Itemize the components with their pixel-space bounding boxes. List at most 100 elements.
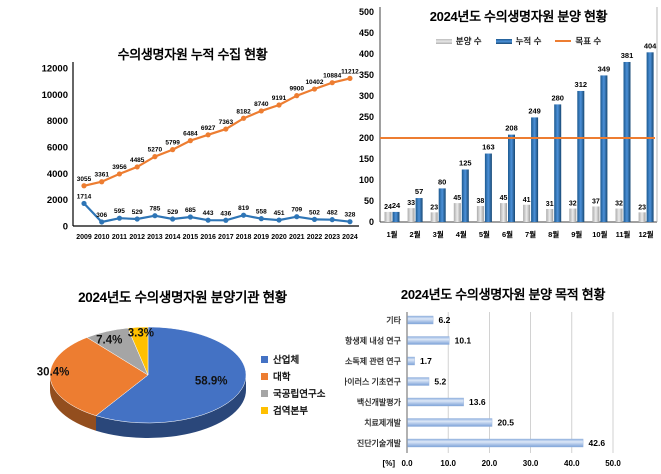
svg-text:10.0: 10.0 xyxy=(440,459,456,468)
svg-text:529: 529 xyxy=(132,209,143,216)
svg-text:2023: 2023 xyxy=(324,234,340,241)
svg-text:6000: 6000 xyxy=(47,143,68,154)
svg-text:3956: 3956 xyxy=(112,164,127,171)
svg-text:2010: 2010 xyxy=(94,234,110,241)
svg-text:4000: 4000 xyxy=(47,169,68,180)
svg-text:23: 23 xyxy=(430,204,438,211)
svg-text:2017: 2017 xyxy=(218,234,234,241)
svg-text:20.5: 20.5 xyxy=(497,418,514,428)
svg-text:항생제 내성 연구: 항생제 내성 연구 xyxy=(345,336,402,346)
svg-text:8740: 8740 xyxy=(254,101,269,108)
svg-text:709: 709 xyxy=(291,207,302,214)
svg-text:11212: 11212 xyxy=(341,68,359,75)
panel-institution-share: 2024년도 수의생명자원 분양기관 현황 58.9% 30.4% 7.4% 3.3%… xyxy=(20,278,345,472)
svg-text:3.3%: 3.3% xyxy=(128,327,154,339)
svg-text:2015: 2015 xyxy=(183,234,199,241)
svg-text:2013: 2013 xyxy=(147,234,163,241)
orange-line-swatch-icon xyxy=(555,40,572,42)
legend-label-quarantine-hq: 검역본부 xyxy=(273,406,308,417)
svg-text:40.0: 40.0 xyxy=(564,459,580,468)
legend-item-bunyang: 분양 수 xyxy=(435,35,482,47)
svg-text:1월: 1월 xyxy=(386,229,397,239)
svg-text:7363: 7363 xyxy=(219,119,234,126)
svg-text:0: 0 xyxy=(369,217,374,227)
purpose-share-bar-chart: 0.0 10.0 20.0 30.0 40.0 50.0 [%] 기타 6.2 항생제 내성 연구… xyxy=(345,312,621,468)
svg-text:100: 100 xyxy=(359,175,374,185)
svg-text:30.0: 30.0 xyxy=(523,459,539,468)
svg-text:7.4%: 7.4% xyxy=(96,335,122,347)
svg-text:500: 500 xyxy=(359,7,374,17)
panel-distribution-monthly: 2024년도 수의생명자원 분양 현황 분양 수 누적 수 목표 수 0 50 10… xyxy=(356,0,661,248)
svg-text:5월: 5월 xyxy=(479,229,490,239)
svg-text:2000: 2000 xyxy=(47,195,68,206)
svg-text:6월: 6월 xyxy=(502,229,513,239)
svg-text:502: 502 xyxy=(309,209,320,216)
svg-text:2019: 2019 xyxy=(254,234,270,241)
legend-item-nujeok: 누적 수 xyxy=(495,35,542,47)
legend-label-national-institute: 국공립연구소 xyxy=(273,389,326,400)
orange-square-icon xyxy=(261,372,268,380)
svg-text:2022: 2022 xyxy=(307,234,323,241)
svg-text:9191: 9191 xyxy=(272,95,287,102)
svg-text:백신개발평가: 백신개발평가 xyxy=(357,397,402,407)
svg-text:10월: 10월 xyxy=(592,229,607,239)
svg-text:2월: 2월 xyxy=(410,229,421,239)
svg-text:125: 125 xyxy=(459,159,472,168)
svg-text:42.6: 42.6 xyxy=(589,438,606,448)
svg-text:소독제 관련 연구: 소독제 관련 연구 xyxy=(345,356,402,366)
svg-text:4월: 4월 xyxy=(456,229,467,239)
svg-text:9900: 9900 xyxy=(290,86,305,93)
svg-text:5.2: 5.2 xyxy=(434,377,446,387)
institution-share-pie-chart: 58.9% 30.4% 7.4% 3.3% xyxy=(37,326,247,438)
svg-text:38: 38 xyxy=(477,198,485,205)
svg-text:451: 451 xyxy=(274,210,285,217)
legend-item-national-institute: 국공립연구소 xyxy=(261,386,325,400)
svg-text:32: 32 xyxy=(615,201,623,208)
chart-title-institution-share: 2024년도 수의생명자원 분양기관 현황 xyxy=(78,290,287,305)
svg-text:진단기술개발: 진단기술개발 xyxy=(357,438,402,448)
svg-text:23: 23 xyxy=(638,204,646,211)
legend-item-mokpyo: 목표 수 xyxy=(555,35,601,47)
svg-text:2016: 2016 xyxy=(200,234,216,241)
svg-text:45: 45 xyxy=(453,195,461,202)
legend-label-mokpyo: 목표 수 xyxy=(575,36,602,46)
svg-text:250: 250 xyxy=(359,112,374,122)
panel-cumulative-collection: 수의생명자원 누적 수집 현황 0 2000 4000 6000 8000 10000 12… xyxy=(20,42,365,248)
legend-label-industry: 산업체 xyxy=(273,355,300,366)
svg-text:13.6: 13.6 xyxy=(469,397,486,407)
svg-text:41: 41 xyxy=(523,197,531,204)
svg-text:404: 404 xyxy=(644,41,657,50)
gray-square-icon xyxy=(261,389,268,397)
svg-text:24: 24 xyxy=(392,201,401,210)
svg-text:12000: 12000 xyxy=(42,64,68,75)
svg-text:바이러스 기초연구: 바이러스 기초연구 xyxy=(345,377,402,387)
svg-text:50: 50 xyxy=(364,196,374,206)
distribution-monthly-bar-chart: 0 50 100 150 200 250 300 350 400 450 500 24 24 1월 3357… xyxy=(359,7,658,239)
svg-text:200: 200 xyxy=(359,133,374,143)
svg-text:819: 819 xyxy=(238,205,249,212)
legend-item-university: 대학 xyxy=(261,369,325,383)
svg-text:50.0: 50.0 xyxy=(605,459,621,468)
blue-square-icon xyxy=(261,355,268,363)
svg-text:57: 57 xyxy=(415,187,423,196)
svg-text:9월: 9월 xyxy=(571,229,582,239)
svg-text:8월: 8월 xyxy=(548,229,559,239)
svg-text:[%]: [%] xyxy=(383,459,396,468)
legend-label-nujeok: 누적 수 xyxy=(515,36,542,46)
svg-text:2021: 2021 xyxy=(289,234,305,241)
svg-text:5799: 5799 xyxy=(165,140,180,147)
svg-text:1.7: 1.7 xyxy=(420,356,432,366)
chart-title-purpose-share: 2024년도 수의생명자원 분양 목적 현황 xyxy=(400,287,606,302)
svg-text:6484: 6484 xyxy=(183,131,198,138)
svg-text:0: 0 xyxy=(63,222,68,233)
svg-text:치료제개발: 치료제개발 xyxy=(364,418,401,428)
svg-text:350: 350 xyxy=(359,70,374,80)
svg-text:8000: 8000 xyxy=(47,116,68,127)
svg-text:3월: 3월 xyxy=(433,229,444,239)
chart-title-cumulative-collection: 수의생명자원 누적 수집 현황 xyxy=(117,47,268,62)
svg-text:685: 685 xyxy=(185,207,196,214)
svg-text:2012: 2012 xyxy=(129,234,145,241)
svg-text:6.2: 6.2 xyxy=(439,315,451,325)
